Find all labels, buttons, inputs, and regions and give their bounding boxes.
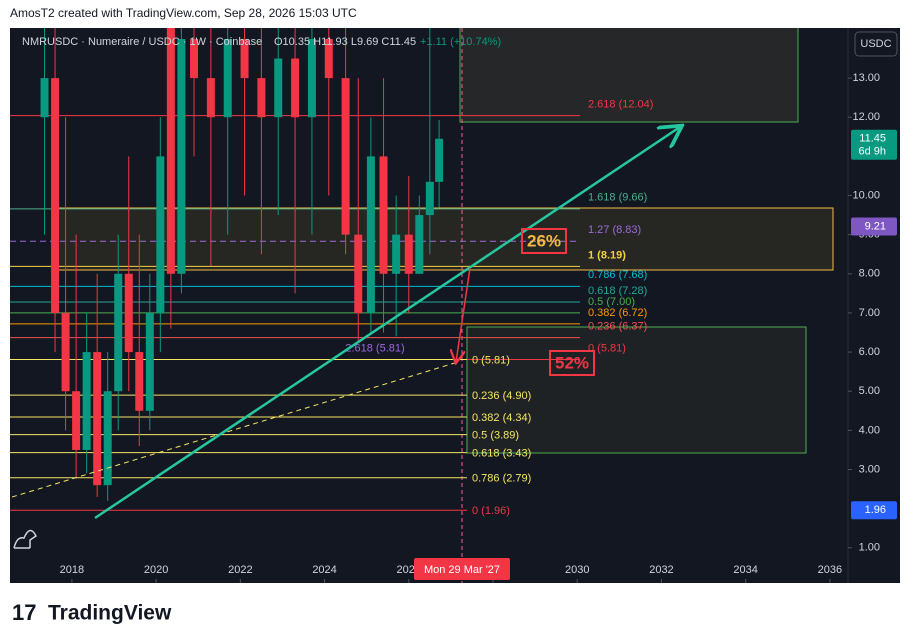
- y-tick-label: 6.00: [859, 346, 880, 358]
- fib-label: 0.5 (7.00): [588, 296, 635, 308]
- fib-label: 0.5 (3.89): [472, 430, 519, 442]
- candle-body: [103, 391, 112, 486]
- candle-body: [124, 273, 133, 353]
- candle-body: [177, 38, 186, 274]
- y-tick-label: 12.00: [852, 111, 880, 123]
- attribution: AmosT2 created with TradingView.com, Sep…: [10, 6, 357, 20]
- symbol: NMRUSDC · Numeraire / USDC · 1W · Coinba…: [22, 36, 262, 48]
- x-tick-label: 2020: [144, 564, 168, 576]
- fib-label: 0.618 (7.28): [588, 285, 647, 297]
- currency-button[interactable]: [854, 31, 898, 57]
- extension-label: 2.618 (5.81): [345, 342, 404, 354]
- y-tick-label: 13.00: [852, 72, 880, 84]
- candle-body: [404, 234, 413, 274]
- candle-body: [341, 78, 350, 235]
- fib-label: 1.27 (8.83): [588, 224, 641, 236]
- candle-body: [72, 391, 81, 450]
- price-label: 1.96: [865, 504, 886, 516]
- drop-arrow: [456, 267, 471, 362]
- y-tick-label: 4.00: [859, 424, 880, 436]
- fib-label: 1.618 (9.66): [588, 192, 647, 204]
- trend-line: [94, 127, 680, 520]
- price-label-box: [851, 501, 897, 520]
- fib-label: 0 (1.96): [472, 505, 510, 517]
- fib-label: 0.236 (6.37): [588, 321, 647, 333]
- price-label: 9.21: [865, 220, 886, 232]
- candle-body: [93, 352, 102, 486]
- logo-icon: [13, 529, 37, 549]
- candle-body: [206, 78, 215, 118]
- fib-label: 0.786 (2.79): [472, 473, 531, 485]
- candle-body: [425, 181, 434, 216]
- countdown: 6d 9h: [858, 146, 886, 158]
- candle-body: [40, 78, 49, 118]
- candle-body: [257, 78, 266, 118]
- y-tick-label: 10.00: [852, 189, 880, 201]
- target-box: [459, 28, 799, 123]
- candle-body: [240, 38, 249, 79]
- price-label: 11.45: [859, 133, 886, 145]
- date-label: Mon 29 Mar '27: [424, 564, 500, 576]
- date-label-box: [414, 558, 510, 580]
- x-tick-label: 2024: [312, 564, 336, 576]
- y-tick-label: 5.00: [859, 385, 880, 397]
- candle-body: [114, 273, 123, 392]
- currency[interactable]: USDC: [860, 38, 891, 50]
- support-box: [466, 326, 807, 454]
- candle-body: [190, 38, 199, 79]
- x-tick-label: 2036: [818, 564, 842, 576]
- candle-body: [307, 38, 316, 118]
- annotation-box: [549, 350, 595, 376]
- fib-label: 1 (8.19): [588, 249, 626, 261]
- candle-body: [324, 38, 333, 79]
- annotation: 26%: [527, 231, 561, 250]
- fib-label: 0.382 (4.34): [472, 412, 531, 424]
- y-tick-label: 8.00: [859, 268, 880, 280]
- annotation: 52%: [555, 353, 589, 372]
- candle-body: [223, 38, 232, 118]
- fib-label: 0.236 (4.90): [472, 390, 531, 402]
- candle-body: [135, 352, 144, 411]
- candle-body: [366, 156, 375, 313]
- price-label-box: [851, 129, 897, 160]
- candle-body: [166, 28, 175, 274]
- x-tick-label: 2018: [60, 564, 84, 576]
- brand: TradingView: [48, 602, 172, 625]
- x-tick-label: 2034: [733, 564, 757, 576]
- y-tick-label: 7.00: [859, 307, 880, 319]
- candle-body: [51, 78, 60, 313]
- candle-body: [61, 312, 70, 392]
- ohlc: O10.35 H11.93 L9.69 C11.45: [274, 36, 416, 48]
- change: +1.11 (+10.74%): [420, 36, 501, 48]
- fib-label: 0.382 (6.72): [588, 307, 647, 319]
- candle-body: [82, 352, 91, 450]
- fib-label: 0.618 (3.43): [472, 448, 531, 460]
- candle-body: [145, 312, 154, 411]
- y-tick-label: 1.00: [859, 542, 880, 554]
- plot-area: 2.618 (12.04) 1.618 (9.66) 1.27 (8.83) 1 (8…: [10, 28, 834, 583]
- x-tick-label: 2022: [228, 564, 252, 576]
- candle-body: [156, 156, 165, 313]
- fib-label: 0 (5.81): [588, 342, 626, 354]
- x-tick-label: 2032: [649, 564, 673, 576]
- candle-body: [392, 234, 401, 274]
- y-tick-label: 3.00: [859, 463, 880, 475]
- candle-body: [435, 138, 444, 182]
- candle-body: [354, 234, 363, 313]
- fib-label: 0 (5.81): [472, 354, 510, 366]
- annotation-box: [521, 228, 567, 254]
- dashed-trend: [11, 361, 459, 498]
- fib-label: 0.786 (7.68): [588, 269, 647, 281]
- candle-body: [379, 156, 388, 274]
- candle-body: [415, 215, 424, 274]
- candle-body: [274, 58, 283, 118]
- price-label-box: [851, 217, 897, 236]
- brand-mark: 17: [12, 600, 36, 625]
- candle-body: [291, 58, 300, 118]
- x-tick-label: 2030: [565, 564, 589, 576]
- fib-label: 2.618 (12.04): [588, 99, 653, 111]
